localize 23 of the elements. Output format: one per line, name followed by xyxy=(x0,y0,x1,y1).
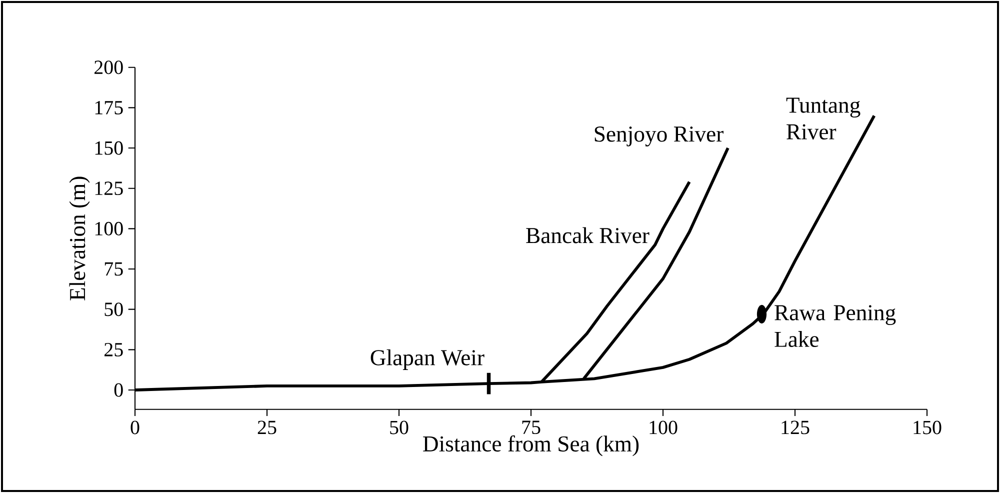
x-tick-label: 100 xyxy=(650,420,678,434)
y-tick-label: 125 xyxy=(95,182,123,196)
x-tick-label: 50 xyxy=(390,420,408,434)
annotation: Glapan Weir xyxy=(370,349,484,370)
y-tick-label: 175 xyxy=(95,100,123,114)
y-tick-label: 25 xyxy=(104,342,123,356)
series-label: Bancak River xyxy=(526,227,650,244)
y-tick-label: 100 xyxy=(95,222,123,236)
y-tick-label: 150 xyxy=(95,141,123,155)
x-tick-label: 125 xyxy=(782,420,810,434)
y-tick-label: 200 xyxy=(94,60,123,74)
y-tick-label: 0 xyxy=(114,383,123,397)
x-tick-label: 75 xyxy=(522,420,540,434)
series-label: Senjoyo River xyxy=(594,126,724,146)
x-tick-label: 25 xyxy=(258,420,276,434)
series-label: Tuntang River xyxy=(786,98,860,140)
y-tick-label: 75 xyxy=(104,262,123,276)
x-axis-title: Distance from Sea (km) xyxy=(423,435,639,456)
y-axis-title: Elevation (m) xyxy=(69,176,90,300)
y-tick-label: 50 xyxy=(104,302,123,316)
x-tick-label: 0 xyxy=(130,420,140,434)
x-tick-label: 150 xyxy=(914,420,942,434)
annotation: Rawa Pening Lake xyxy=(774,305,896,348)
